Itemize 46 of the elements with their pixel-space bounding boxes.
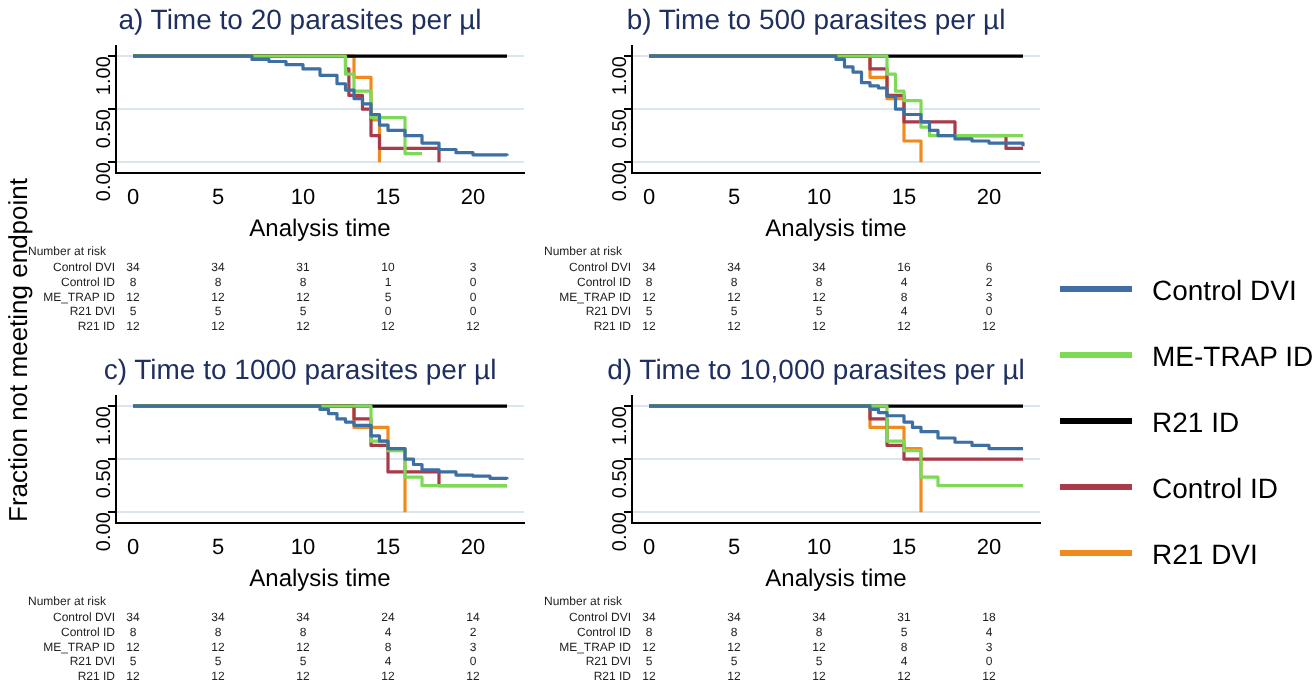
y-tick-label: 0.00 — [93, 511, 116, 552]
legend-label: Control ID — [1152, 471, 1279, 503]
chart-title: b) Time to 500 parasites per µl — [626, 2, 1006, 35]
x-tick-label: 5 — [211, 536, 225, 561]
legend-label: Control DVI — [1152, 273, 1297, 305]
y-tick-label: 0.50 — [609, 458, 632, 499]
chart-title: c) Time to 1000 parasites per µl — [103, 352, 497, 385]
y-tick-label: 1.00 — [609, 405, 632, 446]
chart-title: a) Time to 20 parasites per µl — [118, 2, 482, 35]
y-tick-label: 1.00 — [93, 55, 116, 96]
y-tick-label: 0.50 — [93, 108, 116, 149]
y-tick-label: 0.50 — [93, 458, 116, 499]
x-tick-label: 15 — [375, 186, 401, 211]
x-axis-title: Analysis time — [249, 564, 392, 593]
x-tick-label: 0 — [642, 186, 656, 211]
x-tick-label: 5 — [727, 536, 741, 561]
x-tick-label: 5 — [211, 186, 225, 211]
y-tick-label: 0.00 — [93, 161, 116, 202]
x-tick-label: 10 — [290, 536, 316, 561]
y-tick-label: 1.00 — [609, 55, 632, 96]
x-tick-label: 20 — [976, 186, 1002, 211]
x-tick-label: 0 — [126, 536, 140, 561]
x-tick-label: 20 — [460, 536, 486, 561]
x-axis-title: Analysis time — [249, 214, 392, 243]
chart-title: d) Time to 10,000 parasites per µl — [607, 352, 1025, 385]
x-tick-label: 5 — [727, 186, 741, 211]
x-axis-title: Analysis time — [765, 214, 908, 243]
x-tick-label: 0 — [642, 536, 656, 561]
y-tick-label: 1.00 — [93, 405, 116, 446]
x-tick-label: 15 — [891, 536, 917, 561]
x-tick-label: 0 — [126, 186, 140, 211]
x-tick-label: 20 — [460, 186, 486, 211]
y-tick-label: 0.00 — [609, 511, 632, 552]
x-tick-label: 10 — [806, 536, 832, 561]
x-tick-label: 10 — [290, 186, 316, 211]
y-tick-label: 0.00 — [609, 161, 632, 202]
legend-label: R21 ID — [1152, 405, 1240, 437]
y-axis-title: Fraction not meeting endpoint — [3, 178, 33, 522]
legend-label: ME-TRAP ID — [1152, 339, 1314, 371]
legend-label: R21 DVI — [1152, 537, 1258, 569]
x-tick-label: 10 — [806, 186, 832, 211]
x-tick-label: 15 — [891, 186, 917, 211]
x-axis-title: Analysis time — [765, 564, 908, 593]
x-tick-label: 15 — [375, 536, 401, 561]
x-tick-label: 20 — [976, 536, 1002, 561]
y-tick-label: 0.50 — [609, 108, 632, 149]
